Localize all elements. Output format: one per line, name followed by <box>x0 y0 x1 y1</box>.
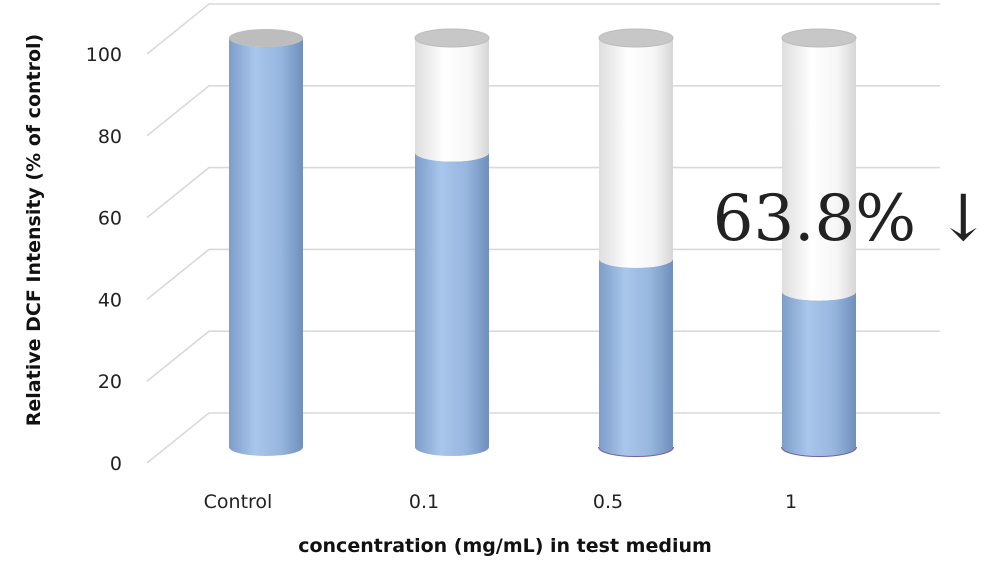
x-axis-title: concentration (mg/mL) in test medium <box>298 535 712 557</box>
bars <box>229 28 857 457</box>
y-tick-label: 60 <box>98 208 122 230</box>
gridline <box>146 330 940 382</box>
gridline <box>146 166 940 219</box>
x-tick-label: Control <box>204 491 273 513</box>
y-tick-label: 40 <box>98 289 122 311</box>
x-tick-label: 1 <box>785 491 797 513</box>
bar-segment-white <box>598 28 674 268</box>
bar-segment-blue-body <box>782 291 856 456</box>
bar-segment-blue-body <box>229 38 303 456</box>
bar-segment-blue <box>229 29 303 456</box>
y-tick-label: 0 <box>110 453 122 475</box>
x-tick-label: 0.1 <box>409 491 439 513</box>
bar-segment-white-cap <box>598 28 674 48</box>
y-axis-title: Relative DCF Intensity (% of control) <box>23 34 45 426</box>
y-tick-label: 80 <box>98 126 122 148</box>
x-tick-label: 0.5 <box>593 491 623 513</box>
bar-segment-blue-cap <box>229 29 303 47</box>
bar-segment-white-body <box>599 38 673 268</box>
bar-segment-white-body <box>782 38 856 301</box>
gridline <box>146 3 940 55</box>
bar-segment-blue-body <box>599 258 673 456</box>
bar-segment-blue <box>599 258 673 456</box>
bar-segment-white <box>414 28 490 162</box>
gridline <box>146 85 940 137</box>
bar-segment-white <box>781 28 857 301</box>
bar-segment-blue <box>782 291 856 456</box>
y-tick-label: 100 <box>86 44 122 66</box>
bar-segment-blue-body <box>415 152 489 456</box>
y-tick-labels: 0 20 40 60 80 100 <box>86 44 122 475</box>
gridlines <box>146 3 940 464</box>
gridline <box>146 412 940 464</box>
x-tick-labels: Control 0.1 0.5 1 <box>204 491 797 513</box>
bar-segment-white-cap <box>414 28 490 48</box>
y-tick-label: 20 <box>98 371 122 393</box>
bar-segment-white-body <box>415 38 489 162</box>
gridline <box>146 248 940 301</box>
bar-segment-white-cap <box>781 28 857 48</box>
reduction-annotation: 63.8% ↓ <box>713 182 990 256</box>
bar-segment-blue <box>415 152 489 456</box>
